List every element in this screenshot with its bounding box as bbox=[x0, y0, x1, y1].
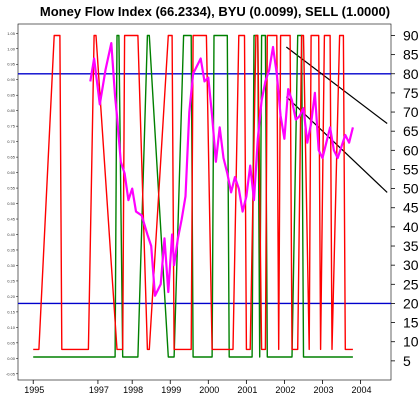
left-axis-tick-label: 0.05 bbox=[7, 340, 16, 345]
left-axis-tick-label: 0.15 bbox=[7, 309, 16, 314]
left-axis-tick-label: 0.70 bbox=[7, 139, 16, 144]
right-axis-tick-label: 20 bbox=[403, 295, 419, 311]
left-axis-tick-label: 0.00 bbox=[7, 356, 16, 361]
left-axis-tick-label: 0.10 bbox=[7, 325, 16, 330]
right-axis-tick-label: 5 bbox=[403, 353, 411, 369]
x-axis-tick-label: 2001 bbox=[237, 385, 257, 395]
chart-title: Money Flow Index (66.2334), BYU (0.0099)… bbox=[40, 4, 390, 19]
left-axis-tick-label: 0.85 bbox=[7, 93, 16, 98]
left-axis-tick-label: 1.05 bbox=[7, 31, 16, 36]
right-axis-tick-label: 10 bbox=[403, 334, 419, 350]
right-axis-tick-label: 65 bbox=[403, 123, 419, 139]
right-axis-tick-label: 45 bbox=[403, 200, 419, 216]
x-axis-tick-label: 2004 bbox=[352, 385, 372, 395]
x-axis-tick-label: 1995 bbox=[24, 385, 44, 395]
right-axis-tick-label: 25 bbox=[403, 276, 419, 292]
x-axis-tick-label: 2002 bbox=[275, 385, 295, 395]
series-line-money-flow-index bbox=[89, 41, 354, 297]
left-axis-tick-label: 0.30 bbox=[7, 263, 16, 268]
x-axis-tick-label: 1999 bbox=[161, 385, 181, 395]
left-axis-tick-label: 0.25 bbox=[7, 278, 16, 283]
plot-frame bbox=[17, 23, 392, 381]
right-axis-tick-label: 75 bbox=[403, 85, 419, 101]
left-axis-tick-label: -0.05 bbox=[6, 371, 16, 376]
right-axis-tick-label: 55 bbox=[403, 161, 419, 177]
left-axis-tick-label: 0.65 bbox=[7, 155, 16, 160]
reference-lines bbox=[18, 73, 391, 305]
x-axis-tick-label: 1998 bbox=[123, 385, 143, 395]
left-axis-tick-label: 0.45 bbox=[7, 217, 16, 222]
right-axis-tick-label: 85 bbox=[403, 47, 419, 63]
left-axis-tick-label: 0.50 bbox=[7, 201, 16, 206]
left-axis-tick-label: 0.90 bbox=[7, 77, 16, 82]
right-axis-tick-label: 40 bbox=[403, 219, 419, 235]
left-axis-tick-label: 0.60 bbox=[7, 170, 16, 175]
left-axis: 1.05 1.00 0.95 0.90 0.85 0.80 0.75 0.70 0.65 0.60… bbox=[6, 31, 18, 376]
x-axis-tick-label: 2003 bbox=[313, 385, 333, 395]
left-axis-tick-label: 0.55 bbox=[7, 186, 16, 191]
right-axis-tick-label: 70 bbox=[403, 104, 419, 120]
x-axis-tick-label: 2000 bbox=[199, 385, 219, 395]
x-axis-tick-label: 1997 bbox=[89, 385, 109, 395]
right-axis-tick-label: 90 bbox=[403, 27, 419, 43]
left-axis-tick-label: 0.75 bbox=[7, 124, 16, 129]
left-axis-tick-label: 0.80 bbox=[7, 108, 16, 113]
left-axis-tick-label: 0.95 bbox=[7, 62, 16, 67]
left-axis-tick-label: 0.20 bbox=[7, 294, 16, 299]
left-axis-tick-label: 0.40 bbox=[7, 232, 16, 237]
right-axis-tick-label: 50 bbox=[403, 181, 419, 197]
right-axis-tick-label: 80 bbox=[403, 66, 419, 82]
right-axis-tick-label: 35 bbox=[403, 238, 419, 254]
series-line-sell bbox=[33, 34, 353, 351]
trend-line-upper bbox=[285, 46, 388, 125]
right-axis-tick-label: 60 bbox=[403, 142, 419, 158]
x-axis: 1995 1997 1998 1999 2000 2001 2002 2003 2004 bbox=[24, 380, 372, 395]
series-layer bbox=[33, 34, 354, 358]
left-axis-tick-label: 0.35 bbox=[7, 247, 16, 252]
right-axis-tick-label: 30 bbox=[403, 257, 419, 273]
right-axis-tick-label: 15 bbox=[403, 315, 419, 331]
series-line-byu bbox=[33, 34, 353, 358]
left-axis-tick-label: 1.00 bbox=[7, 46, 16, 51]
right-axis: 5 10 15 20 25 30 35 40 45 50 55 60 65 70 75 80 85 90 bbox=[391, 27, 419, 369]
